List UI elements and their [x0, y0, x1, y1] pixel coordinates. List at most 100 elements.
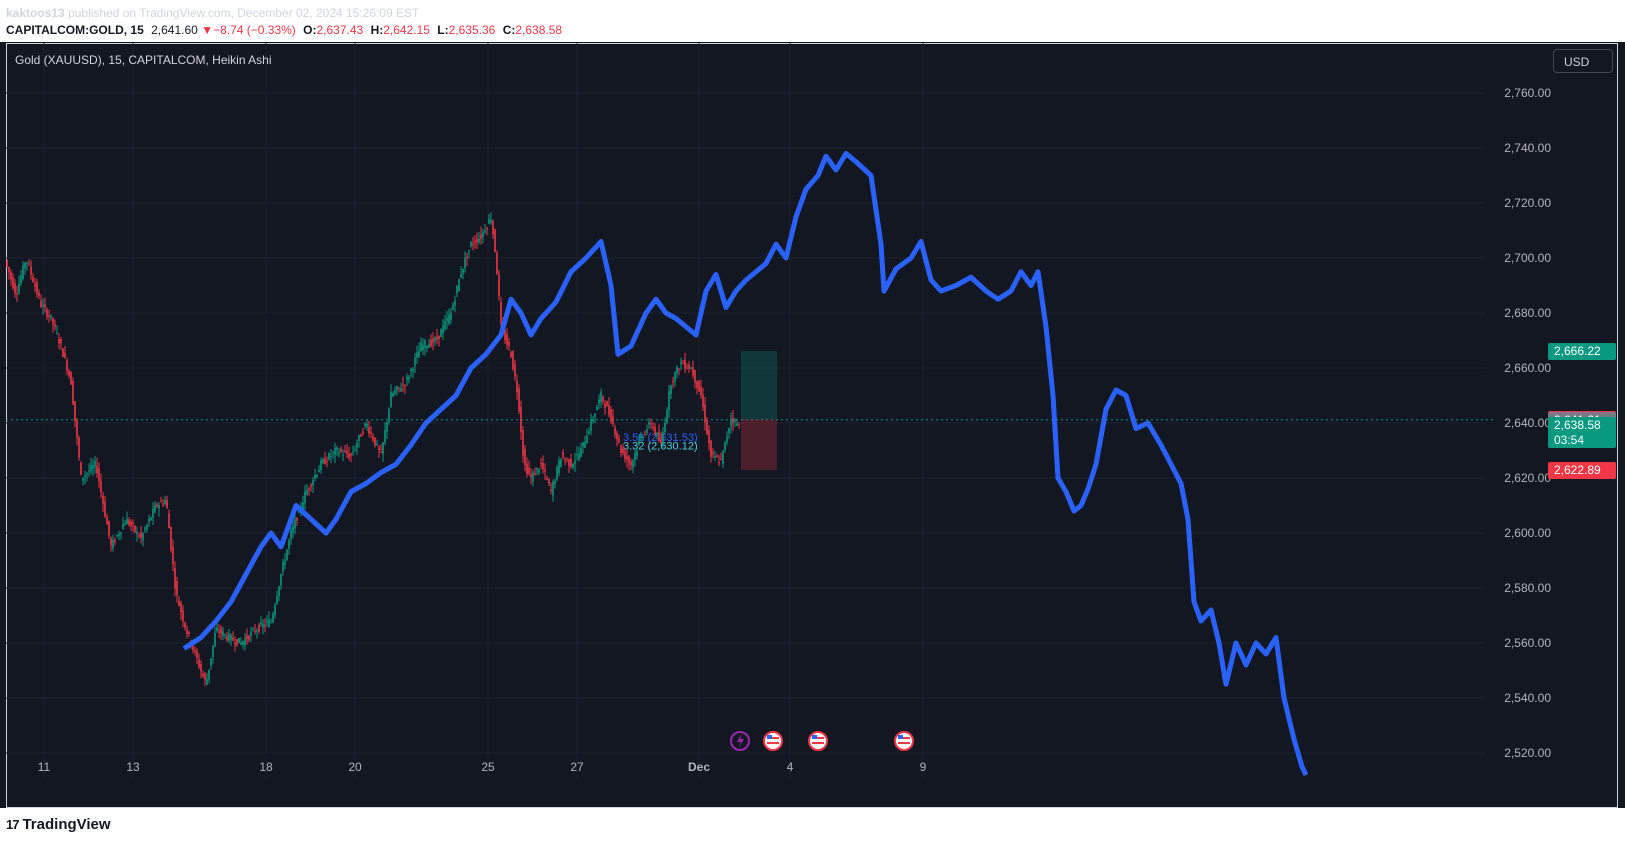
- candle-body: [618, 437, 620, 443]
- candle-body: [264, 624, 266, 626]
- candle-body: [118, 534, 120, 536]
- candle-body: [518, 388, 520, 412]
- candle-body: [96, 465, 98, 474]
- candle-body: [710, 440, 712, 457]
- candle-body: [204, 673, 206, 680]
- candle-body: [282, 562, 284, 572]
- candle-body: [682, 363, 684, 365]
- candle-body: [28, 263, 30, 265]
- candle-body: [6, 260, 8, 267]
- candle-body: [254, 630, 256, 632]
- candle-body: [384, 429, 386, 443]
- candle-body: [442, 325, 444, 335]
- currency-button[interactable]: USD: [1553, 49, 1613, 73]
- candle-body: [208, 669, 210, 680]
- candle-body: [230, 635, 232, 641]
- price-chart[interactable]: 2,520.00 2,540.00 2,560.00 2,580.00 2,600.00…: [6, 43, 1618, 808]
- price-change: −8.74 (−0.33%): [213, 23, 296, 37]
- candle-body: [250, 631, 252, 636]
- candle-body: [322, 459, 324, 463]
- candle-body: [402, 384, 404, 386]
- us-flag-icon-stripe: [812, 742, 824, 744]
- candle-body: [532, 472, 534, 482]
- candle-body: [620, 445, 622, 454]
- price-tag-value: 2,666.22: [1554, 343, 1601, 358]
- event-icons: [730, 731, 914, 751]
- x-tick-label: 25: [481, 760, 495, 774]
- candle-body: [248, 635, 250, 640]
- candle-body: [320, 460, 322, 471]
- candle-body: [120, 532, 122, 534]
- us-flag-icon-canton: [898, 735, 903, 739]
- candle-body: [388, 408, 390, 422]
- candle-body: [728, 428, 730, 433]
- candle-body: [82, 477, 84, 481]
- candle-body: [122, 524, 124, 529]
- us-flag-icon-stripe: [812, 737, 824, 739]
- y-tick-label: 2,720.00: [1504, 196, 1551, 210]
- quote-line: CAPITALCOM:GOLD, 15 2,641.60 ▼−8.74 (−0.…: [6, 23, 562, 37]
- close-label: C:: [502, 23, 516, 37]
- candle-body: [454, 300, 456, 306]
- candle-body: [328, 453, 330, 460]
- x-tick-label: 13: [126, 760, 140, 774]
- candle-body: [74, 401, 76, 421]
- candle-body: [140, 532, 142, 538]
- candle-body: [306, 489, 308, 495]
- candle-body: [156, 504, 158, 507]
- price-tag: 2,666.22: [1548, 342, 1616, 360]
- candle-body: [638, 440, 640, 445]
- candle-body: [656, 433, 658, 435]
- candle-body: [496, 252, 498, 275]
- candle-body: [582, 442, 584, 447]
- candle-body: [198, 659, 200, 668]
- candle-body: [184, 622, 186, 628]
- candle-body: [174, 568, 176, 589]
- candle-body: [90, 464, 92, 472]
- candle-body: [434, 338, 436, 342]
- open-value: 2,637.43: [316, 23, 364, 37]
- tradingview-logo[interactable]: 17 TradingView: [6, 816, 111, 833]
- candle-body: [232, 637, 234, 641]
- candle-body: [504, 331, 506, 341]
- candle-body: [162, 503, 164, 505]
- candle-body: [546, 477, 548, 480]
- candle-body: [494, 229, 496, 252]
- candle-body: [52, 317, 54, 325]
- candle-body: [654, 427, 656, 434]
- candle-body: [642, 437, 644, 439]
- candle-body: [346, 450, 348, 455]
- candle-body: [538, 469, 540, 473]
- candle-body: [44, 303, 46, 308]
- candle-body: [14, 283, 16, 294]
- candle-body: [358, 434, 360, 441]
- candle-body: [696, 381, 698, 388]
- candle-body: [470, 242, 472, 247]
- candle-body: [698, 380, 700, 392]
- candle-body: [534, 473, 536, 476]
- candle-body: [114, 540, 116, 543]
- us-flag-icon-stripe: [767, 737, 779, 739]
- candle-body: [568, 459, 570, 467]
- candle-body: [364, 423, 366, 426]
- candle-body: [552, 481, 554, 496]
- candle-body: [284, 560, 286, 565]
- candle-body: [406, 376, 408, 380]
- candle-body: [704, 404, 706, 423]
- x-tick-label: 11: [38, 760, 51, 774]
- author-name[interactable]: kaktoos13: [6, 6, 65, 20]
- candle-body: [262, 623, 264, 628]
- publish-info: kaktoos13 published on TradingView.com, …: [6, 6, 419, 20]
- candle-body: [628, 456, 630, 463]
- candle-body: [474, 241, 476, 244]
- candle-body: [62, 348, 64, 357]
- candle-body: [726, 436, 728, 442]
- candle-body: [138, 535, 140, 538]
- candle-body: [302, 502, 304, 509]
- candle-body: [60, 339, 62, 343]
- candle-body: [416, 352, 418, 358]
- candle-body: [508, 341, 510, 347]
- candle-body: [674, 372, 676, 382]
- candle-body: [76, 420, 78, 438]
- candle-body: [500, 301, 502, 324]
